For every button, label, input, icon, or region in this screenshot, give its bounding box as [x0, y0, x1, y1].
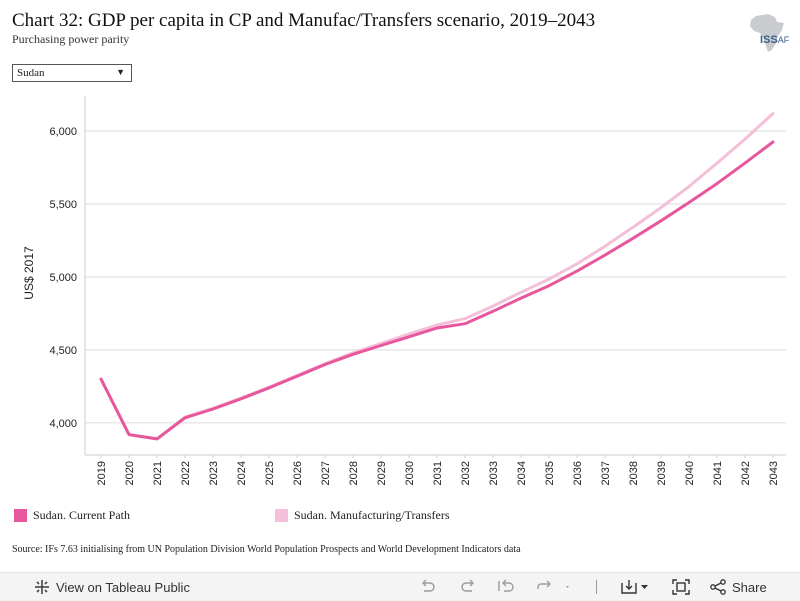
x-tick-label: 2026: [292, 461, 304, 485]
x-tick-label: 2028: [348, 461, 360, 485]
x-tick-label: 2020: [124, 461, 136, 485]
revert-icon: [498, 579, 514, 592]
series-line-sudan-manufacturing-transfers: [99, 112, 775, 441]
gridlines: [85, 130, 786, 424]
view-on-tableau-label: View on Tableau Public: [56, 579, 190, 595]
y-tick-label: 6,000: [49, 126, 77, 138]
x-tick-label: 2043: [768, 461, 780, 485]
page-title: Chart 32: GDP per capita in CP and Manuf…: [12, 10, 596, 31]
y-tick-label: 5,500: [49, 199, 77, 211]
legend-label: Sudan. Current Path: [33, 508, 130, 522]
x-tick-label: 2025: [264, 461, 276, 485]
refresh-button[interactable]: [536, 573, 570, 601]
fullscreen-button[interactable]: [672, 573, 690, 601]
legend-item-manufacturing-transfers[interactable]: Sudan. Manufacturing/Transfers: [275, 508, 450, 523]
legend-swatch-current-path: [14, 509, 27, 522]
x-tick-label: 2039: [656, 461, 668, 485]
country-filter-value: Sudan: [17, 67, 45, 79]
x-tick-label: 2034: [516, 461, 528, 485]
x-tick-label: 2021: [152, 461, 164, 485]
x-axis: 2019 2020 2021 2022 2023 2024 2025 2026 2027 2028…: [85, 454, 786, 485]
x-tick-label: 2030: [404, 461, 416, 485]
x-tick-label: 2033: [488, 461, 500, 485]
x-tick-label: 2027: [320, 461, 332, 485]
tableau-logo-icon: [35, 580, 49, 594]
x-tick-label: 2029: [376, 461, 388, 485]
page-subtitle: Purchasing power parity: [12, 32, 130, 46]
x-tick-label: 2023: [208, 461, 220, 485]
y-tick-label: 5,000: [49, 272, 77, 284]
share-label: Share: [732, 579, 767, 595]
legend-swatch-manufacturing-transfers: [275, 509, 288, 522]
x-tick-label: 2024: [236, 461, 248, 485]
redo-button[interactable]: [459, 573, 477, 601]
y-axis: 4,000 4,500 5,000 5,500 6,000: [49, 96, 86, 455]
country-filter-dropdown[interactable]: Sudan ▼: [12, 64, 132, 82]
revert-button[interactable]: [497, 573, 515, 601]
share-icon: [710, 579, 726, 595]
x-tick-label: 2036: [572, 461, 584, 485]
africa-map-logo: [750, 14, 784, 52]
toolbar-separator: [596, 580, 597, 594]
x-tick-label: 2040: [684, 461, 696, 485]
download-button[interactable]: [621, 573, 651, 601]
source-note: Source: IFs 7.63 initialising from UN Po…: [12, 544, 521, 555]
x-tick-label: 2041: [712, 461, 724, 485]
x-tick-label: 2037: [600, 461, 612, 485]
redo-icon: [461, 579, 474, 592]
view-on-tableau-button[interactable]: View on Tableau Public: [34, 573, 190, 601]
x-tick-label: 2032: [460, 461, 472, 485]
y-tick-label: 4,500: [49, 345, 77, 357]
x-tick-label: 2031: [432, 461, 444, 485]
logo-suffix: AF: [777, 35, 790, 45]
series-line-sudan-current-path: [99, 140, 775, 441]
x-tick-label: 2042: [740, 461, 752, 485]
series-lines: [99, 112, 775, 441]
refresh-icon: [537, 580, 569, 589]
download-icon: [621, 580, 648, 594]
x-tick-label: 2035: [544, 461, 556, 485]
x-tick-label: 2019: [96, 461, 108, 485]
logo-text: ISS: [760, 34, 778, 46]
undo-icon: [422, 579, 435, 592]
legend-item-current-path[interactable]: Sudan. Current Path: [14, 508, 130, 523]
tableau-toolbar: View on Tableau Public: [0, 572, 800, 601]
x-tick-label: 2038: [628, 461, 640, 485]
y-tick-label: 4,000: [49, 418, 77, 430]
chevron-down-icon: ▼: [116, 67, 125, 77]
legend-label: Sudan. Manufacturing/Transfers: [294, 508, 450, 522]
fullscreen-icon: [672, 579, 690, 595]
x-tick-label: 2022: [180, 461, 192, 485]
y-axis-label: US$ 2017: [22, 246, 36, 300]
undo-button[interactable]: [419, 573, 437, 601]
share-button[interactable]: Share: [710, 573, 767, 601]
